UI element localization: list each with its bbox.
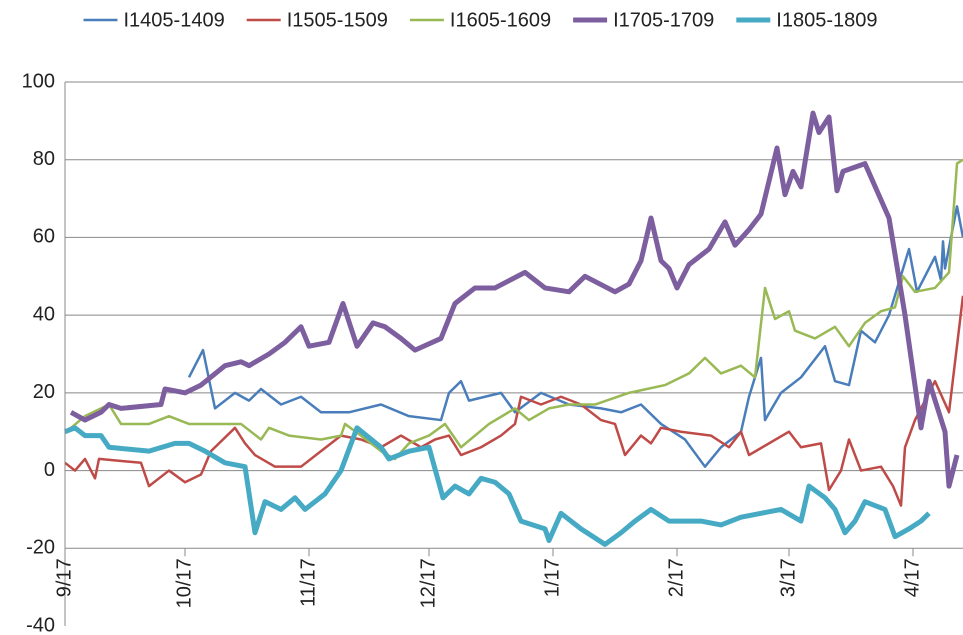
axes: -40 -20 0 20 40 60 80 100 9/17 10/17 11/17 12/17 1/1…: [22, 70, 924, 635]
series-line: [64, 295, 963, 507]
legend-item: I1605-1609: [409, 9, 551, 31]
y-tick-label: 40: [33, 303, 55, 325]
y-tick-label: -20: [26, 537, 55, 559]
series-line: [187, 205, 963, 468]
x-tick-label: 10/17: [173, 558, 195, 608]
y-tick-label: 20: [33, 381, 55, 403]
plot-lines: [64, 110, 963, 547]
legend: I1405-1409 I1505-1509 I1605-1609 I1705-1709…: [83, 9, 878, 31]
x-tick-label: 1/17: [541, 558, 563, 597]
series-line: [64, 158, 963, 461]
y-tick-label: 60: [33, 226, 55, 248]
x-tick-label: 9/17: [53, 558, 75, 597]
legend-label: I1505-1509: [287, 9, 388, 31]
legend-item: I1505-1509: [246, 9, 388, 31]
legend-label: I1705-1709: [613, 9, 714, 31]
series-line: [64, 425, 931, 547]
x-tick-label: 12/17: [417, 558, 439, 608]
legend-label: I1805-1809: [776, 9, 877, 31]
x-tick-label: 11/17: [297, 558, 319, 607]
series-line: [69, 110, 960, 489]
legend-item: I1805-1809: [736, 9, 878, 31]
y-tick-label: -40: [26, 614, 55, 635]
legend-label: I1405-1409: [123, 9, 224, 31]
grid: [65, 81, 963, 549]
legend-item: I1705-1709: [573, 9, 714, 31]
y-tick-label: 80: [33, 148, 55, 170]
legend-label: I1605-1609: [450, 9, 551, 31]
y-tick-label: 100: [22, 70, 55, 92]
legend-item: I1405-1409: [83, 9, 225, 31]
x-tick-label: 3/17: [777, 558, 799, 597]
y-tick-label: 0: [44, 459, 55, 481]
x-tick-label: 4/17: [901, 558, 923, 597]
x-tick-label: 2/17: [665, 558, 687, 597]
